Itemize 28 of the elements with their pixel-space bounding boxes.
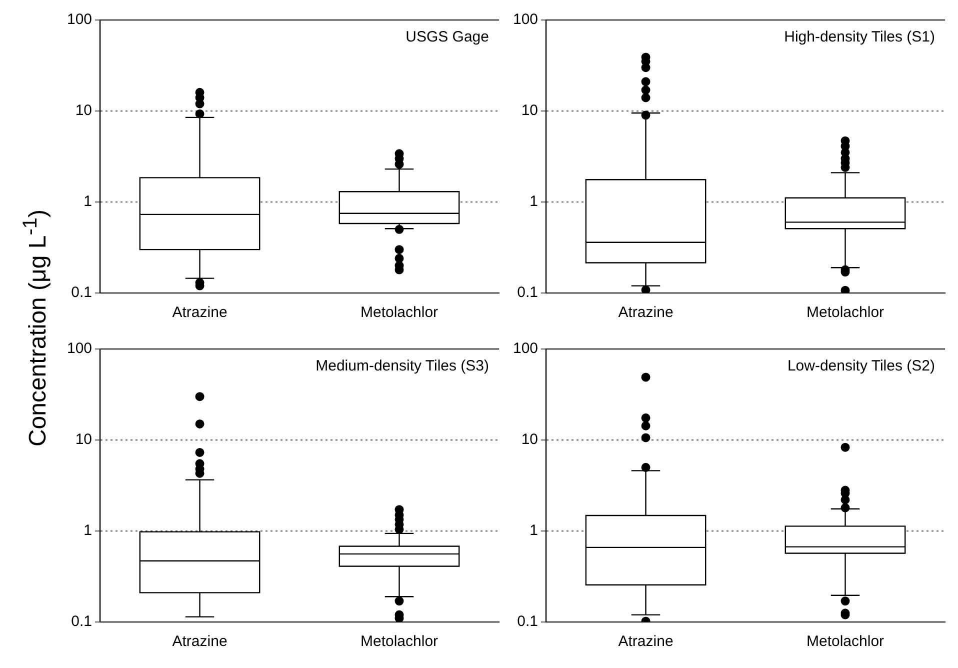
y-tick-label: 0.1 — [517, 284, 538, 302]
y-tick-label: 1 — [530, 522, 538, 540]
x-tick-label: Metolachlor — [806, 304, 884, 322]
y-tick-label: 1 — [84, 193, 92, 210]
y-tick-label: 10 — [75, 102, 92, 120]
y-tick-label: 100 — [512, 340, 538, 358]
x-tick-label: Metolachlor — [360, 304, 438, 322]
x-tick-label: Atrazine — [172, 304, 228, 322]
y-tick-label: 0.1 — [71, 284, 92, 302]
x-tick-label: Atrazine — [618, 304, 674, 322]
y-tick-label: 10 — [521, 102, 538, 120]
y-tick-label: 10 — [521, 431, 538, 448]
text: Low-density Tiles (S2) — [787, 358, 935, 375]
y-tick-label: 1 — [84, 522, 92, 540]
x-tick-label: Atrazine — [172, 633, 228, 650]
y-tick-label: 100 — [66, 340, 92, 358]
text: High-density Tiles (S1) — [784, 28, 935, 46]
y-tick-label: 100 — [512, 11, 538, 28]
y-tick-label: 100 — [66, 11, 92, 28]
y-tick-label: 0.1 — [71, 613, 92, 630]
text: USGS Gage — [406, 28, 489, 46]
y-tick-label: 10 — [75, 431, 92, 448]
text: Medium-density Tiles (S3) — [316, 358, 489, 375]
y-tick-label: 0.1 — [517, 613, 538, 630]
x-tick-label: Metolachlor — [360, 633, 438, 650]
x-tick-label: Metolachlor — [806, 633, 884, 650]
x-tick-label: Atrazine — [618, 633, 674, 650]
y-tick-label: 1 — [530, 193, 538, 210]
